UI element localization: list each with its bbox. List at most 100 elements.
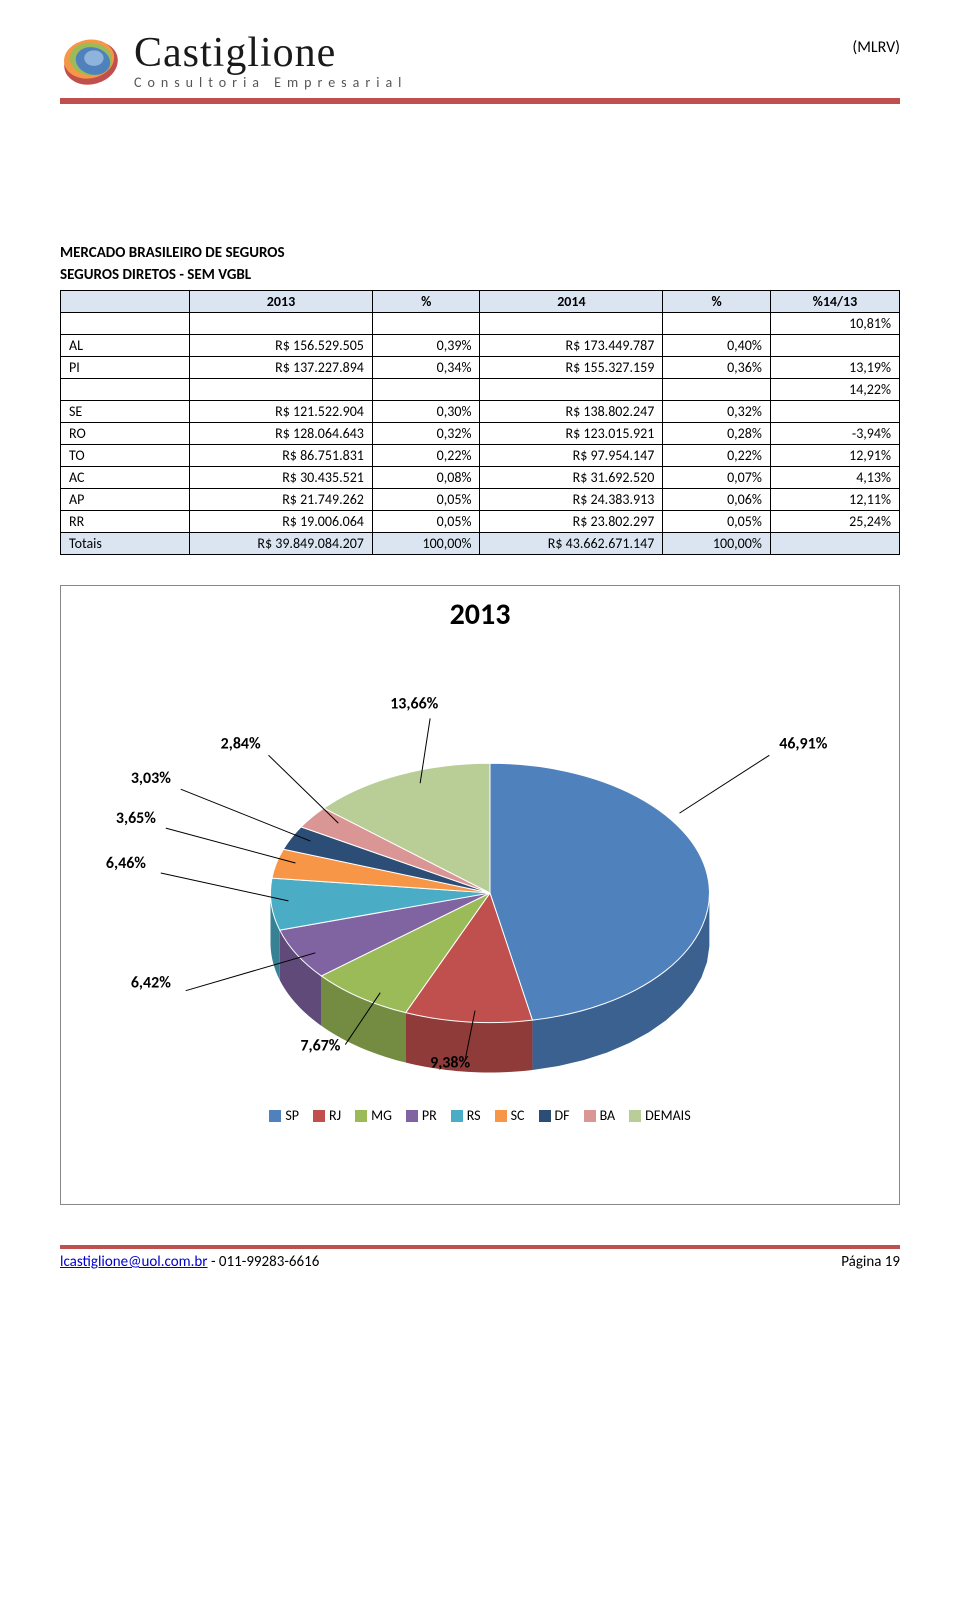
row-2014: R$ 138.802.247	[480, 401, 663, 423]
table-note-row: 14,22%	[61, 379, 900, 401]
totals-2014: R$ 43.662.671.147	[480, 533, 663, 555]
legend-label: SC	[511, 1107, 525, 1124]
col-pct1: %	[372, 291, 480, 313]
legend-swatch	[451, 1110, 463, 1122]
totals-p2014: 100,00%	[663, 533, 771, 555]
section-title-2: SEGUROS DIRETOS - SEM VGBL	[60, 266, 900, 284]
legend-swatch	[269, 1110, 281, 1122]
chart-title: 2013	[71, 596, 889, 633]
legend-item: RS	[451, 1107, 481, 1124]
table-row: PIR$ 137.227.8940,34%R$ 155.327.1590,36%…	[61, 357, 900, 379]
legend-label: SP	[285, 1107, 299, 1124]
legend-item: PR	[406, 1107, 437, 1124]
legend-item: BA	[584, 1107, 616, 1124]
note-value: 14,22%	[770, 379, 899, 401]
legend-label: DF	[555, 1107, 570, 1124]
row-label: SE	[61, 401, 190, 423]
row-label: RO	[61, 423, 190, 445]
row-p2014: 0,07%	[663, 467, 771, 489]
legend-label: BA	[600, 1107, 616, 1124]
row-p2014: 0,22%	[663, 445, 771, 467]
row-2014: R$ 31.692.520	[480, 467, 663, 489]
table-row: ACR$ 30.435.5210,08%R$ 31.692.5200,07%4,…	[61, 467, 900, 489]
totals-chg	[770, 533, 899, 555]
row-label: PI	[61, 357, 190, 379]
col-blank	[61, 291, 190, 313]
row-chg: 4,13%	[770, 467, 899, 489]
table-row: SER$ 121.522.9040,30%R$ 138.802.2470,32%	[61, 401, 900, 423]
pie-callout-label: 7,67%	[300, 1037, 340, 1056]
row-p2014: 0,40%	[663, 335, 771, 357]
legend-swatch	[629, 1110, 641, 1122]
legend-label: PR	[422, 1107, 437, 1124]
totals-p2013: 100,00%	[372, 533, 480, 555]
pie-callout-label: 46,91%	[779, 734, 827, 753]
brand-name: Castiglione	[134, 32, 407, 74]
row-chg: 12,91%	[770, 445, 899, 467]
legend-item: RJ	[313, 1107, 341, 1124]
pie-chart-svg: 46,91%9,38%7,67%6,42%6,46%3,65%3,03%2,84…	[71, 633, 889, 1103]
chart-legend: SP RJ MG PR RS SC DF BA DEMAIS	[71, 1107, 889, 1124]
data-table: 2013 % 2014 % %14/13 10,81%ALR$ 156.529.…	[60, 290, 900, 555]
legend-label: DEMAIS	[645, 1107, 690, 1124]
table-row: ALR$ 156.529.5050,39%R$ 173.449.7870,40%	[61, 335, 900, 357]
table-row: RRR$ 19.006.0640,05%R$ 23.802.2970,05%25…	[61, 511, 900, 533]
table-row: ROR$ 128.064.6430,32%R$ 123.015.9210,28%…	[61, 423, 900, 445]
pie-callout-label: 13,66%	[390, 694, 438, 713]
row-2014: R$ 97.954.147	[480, 445, 663, 467]
legend-label: RS	[467, 1107, 481, 1124]
row-p2014: 0,06%	[663, 489, 771, 511]
legend-item: DEMAIS	[629, 1107, 690, 1124]
row-2013: R$ 156.529.505	[190, 335, 373, 357]
row-p2013: 0,32%	[372, 423, 480, 445]
legend-swatch	[406, 1110, 418, 1122]
footer-contact: lcastiglione@uol.com.br - 011-99283-6616	[60, 1253, 319, 1271]
col-pct2: %	[663, 291, 771, 313]
row-2014: R$ 23.802.297	[480, 511, 663, 533]
pie-callout-label: 6,42%	[131, 974, 171, 993]
brand-logo-block: Castiglione Consultoria Empresarial	[60, 30, 407, 92]
legend-swatch	[584, 1110, 596, 1122]
row-2013: R$ 30.435.521	[190, 467, 373, 489]
row-p2013: 0,05%	[372, 511, 480, 533]
legend-swatch	[539, 1110, 551, 1122]
col-2013: 2013	[190, 291, 373, 313]
header-code: (MLRV)	[852, 38, 900, 57]
row-chg: -3,94%	[770, 423, 899, 445]
row-2013: R$ 121.522.904	[190, 401, 373, 423]
brand-tagline: Consultoria Empresarial	[134, 76, 407, 90]
row-label: AP	[61, 489, 190, 511]
table-totals-row: TotaisR$ 39.849.084.207100,00%R$ 43.662.…	[61, 533, 900, 555]
row-p2014: 0,28%	[663, 423, 771, 445]
legend-swatch	[495, 1110, 507, 1122]
pie-chart-box: 2013 46,91%9,38%7,67%6,42%6,46%3,65%3,03…	[60, 585, 900, 1205]
legend-label: RJ	[329, 1107, 341, 1124]
row-2013: R$ 21.749.262	[190, 489, 373, 511]
row-label: TO	[61, 445, 190, 467]
pie-callout-label: 3,03%	[131, 769, 171, 788]
row-chg: 13,19%	[770, 357, 899, 379]
row-p2013: 0,08%	[372, 467, 480, 489]
table-header-row: 2013 % 2014 % %14/13	[61, 291, 900, 313]
legend-label: MG	[371, 1107, 392, 1124]
pie-callout-label: 2,84%	[221, 734, 261, 753]
table-row: APR$ 21.749.2620,05%R$ 24.383.9130,06%12…	[61, 489, 900, 511]
footer-email-link[interactable]: lcastiglione@uol.com.br	[60, 1253, 208, 1271]
legend-item: SP	[269, 1107, 299, 1124]
row-p2013: 0,34%	[372, 357, 480, 379]
row-p2013: 0,05%	[372, 489, 480, 511]
pie-callout-label: 3,65%	[116, 809, 156, 828]
note-value: 10,81%	[770, 313, 899, 335]
col-2014: 2014	[480, 291, 663, 313]
row-p2013: 0,22%	[372, 445, 480, 467]
row-2013: R$ 137.227.894	[190, 357, 373, 379]
row-label: AL	[61, 335, 190, 357]
page-footer: lcastiglione@uol.com.br - 011-99283-6616…	[60, 1245, 900, 1271]
footer-page: Página 19	[841, 1253, 900, 1271]
row-2014: R$ 155.327.159	[480, 357, 663, 379]
totals-2013: R$ 39.849.084.207	[190, 533, 373, 555]
legend-swatch	[355, 1110, 367, 1122]
table-note-row: 10,81%	[61, 313, 900, 335]
row-p2014: 0,05%	[663, 511, 771, 533]
row-label: RR	[61, 511, 190, 533]
